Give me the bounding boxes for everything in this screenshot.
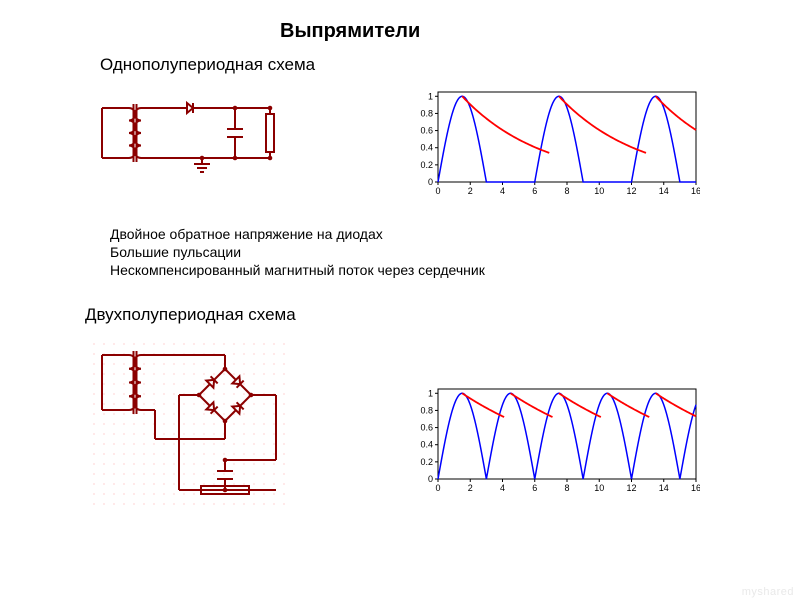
- watermark: myshared: [742, 586, 794, 598]
- subtitle-halfwave: Однополупериодная схема: [100, 55, 315, 75]
- svg-text:0.8: 0.8: [420, 405, 433, 415]
- svg-text:0.2: 0.2: [420, 457, 433, 467]
- svg-text:4: 4: [500, 186, 505, 196]
- svg-text:14: 14: [659, 483, 669, 493]
- svg-text:12: 12: [626, 186, 636, 196]
- svg-text:16: 16: [691, 483, 700, 493]
- svg-text:2: 2: [468, 186, 473, 196]
- svg-text:4: 4: [500, 483, 505, 493]
- svg-text:0.8: 0.8: [420, 108, 433, 118]
- svg-text:0.4: 0.4: [420, 143, 433, 153]
- svg-text:6: 6: [532, 483, 537, 493]
- svg-text:10: 10: [594, 186, 604, 196]
- subtitle-fullwave: Двухполупериодная схема: [85, 305, 296, 325]
- chart-halfwave: 0 2 4 6 8 10 12 14 16 0 0.2 0.4 0.6 0.8 1: [410, 88, 700, 198]
- svg-text:8: 8: [564, 186, 569, 196]
- svg-text:2: 2: [468, 483, 473, 493]
- schematic-fullwave: [90, 340, 290, 510]
- svg-text:14: 14: [659, 186, 669, 196]
- svg-text:16: 16: [691, 186, 700, 196]
- svg-text:0.6: 0.6: [420, 126, 433, 136]
- schematic-halfwave: [90, 88, 290, 198]
- svg-text:0: 0: [428, 177, 433, 187]
- svg-text:10: 10: [594, 483, 604, 493]
- svg-text:0: 0: [435, 483, 440, 493]
- svg-text:0.6: 0.6: [420, 423, 433, 433]
- svg-text:0: 0: [428, 474, 433, 484]
- svg-text:12: 12: [626, 483, 636, 493]
- svg-text:1: 1: [428, 388, 433, 398]
- svg-text:8: 8: [564, 483, 569, 493]
- notes-halfwave: Двойное обратное напряжение на диодахБол…: [110, 225, 485, 280]
- svg-text:0.4: 0.4: [420, 440, 433, 450]
- page-title: Выпрямители: [280, 20, 420, 43]
- svg-text:6: 6: [532, 186, 537, 196]
- svg-text:1: 1: [428, 91, 433, 101]
- svg-text:0: 0: [435, 186, 440, 196]
- svg-text:0.2: 0.2: [420, 160, 433, 170]
- chart-fullwave: 0 2 4 6 8 10 12 14 16 0 0.2 0.4 0.6 0.8 1: [410, 385, 700, 495]
